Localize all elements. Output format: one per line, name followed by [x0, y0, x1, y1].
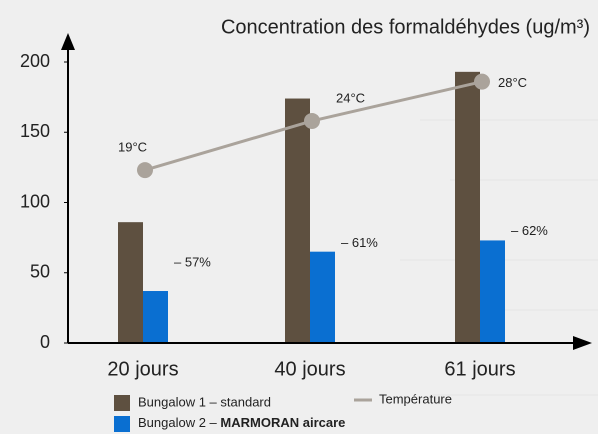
- temperature-point: [474, 73, 490, 90]
- chart-title: Concentration des formaldéhydes (ug/m³): [221, 16, 590, 38]
- bar-annotation: – 57%: [174, 254, 211, 269]
- legend-swatch: [114, 416, 130, 432]
- temperature-label: 19°C: [118, 140, 147, 155]
- y-tick-label: 150: [20, 121, 50, 141]
- x-axis-arrow: [573, 336, 592, 350]
- x-tick-label: 61 jours: [444, 358, 515, 380]
- legend-label: Bungalow 1 – standard: [138, 394, 271, 409]
- bar-annotation: – 62%: [511, 223, 548, 238]
- temperature-point: [304, 112, 320, 129]
- y-axis-arrow: [61, 33, 75, 50]
- legend-swatch: [114, 395, 130, 411]
- legend-label: Bungalow 2 – MARMORAN aircare: [138, 415, 345, 430]
- bar-annotation: – 61%: [341, 235, 378, 250]
- y-tick-label: 100: [20, 191, 50, 211]
- bar: [455, 71, 480, 344]
- legend-label: Température: [379, 391, 452, 406]
- bar: [118, 222, 143, 343]
- temperature-label: 28°C: [498, 75, 527, 90]
- y-tick-label: 0: [40, 332, 50, 352]
- x-tick-label: 40 jours: [274, 358, 345, 380]
- temperature-label: 24°C: [336, 90, 365, 105]
- x-tick-label: 20 jours: [107, 358, 178, 380]
- bar: [480, 240, 505, 343]
- y-tick-label: 50: [30, 262, 50, 282]
- temperature-point: [137, 162, 153, 179]
- bar: [285, 98, 310, 343]
- bar: [143, 291, 168, 343]
- bar: [310, 251, 335, 343]
- y-tick-label: 200: [20, 51, 50, 71]
